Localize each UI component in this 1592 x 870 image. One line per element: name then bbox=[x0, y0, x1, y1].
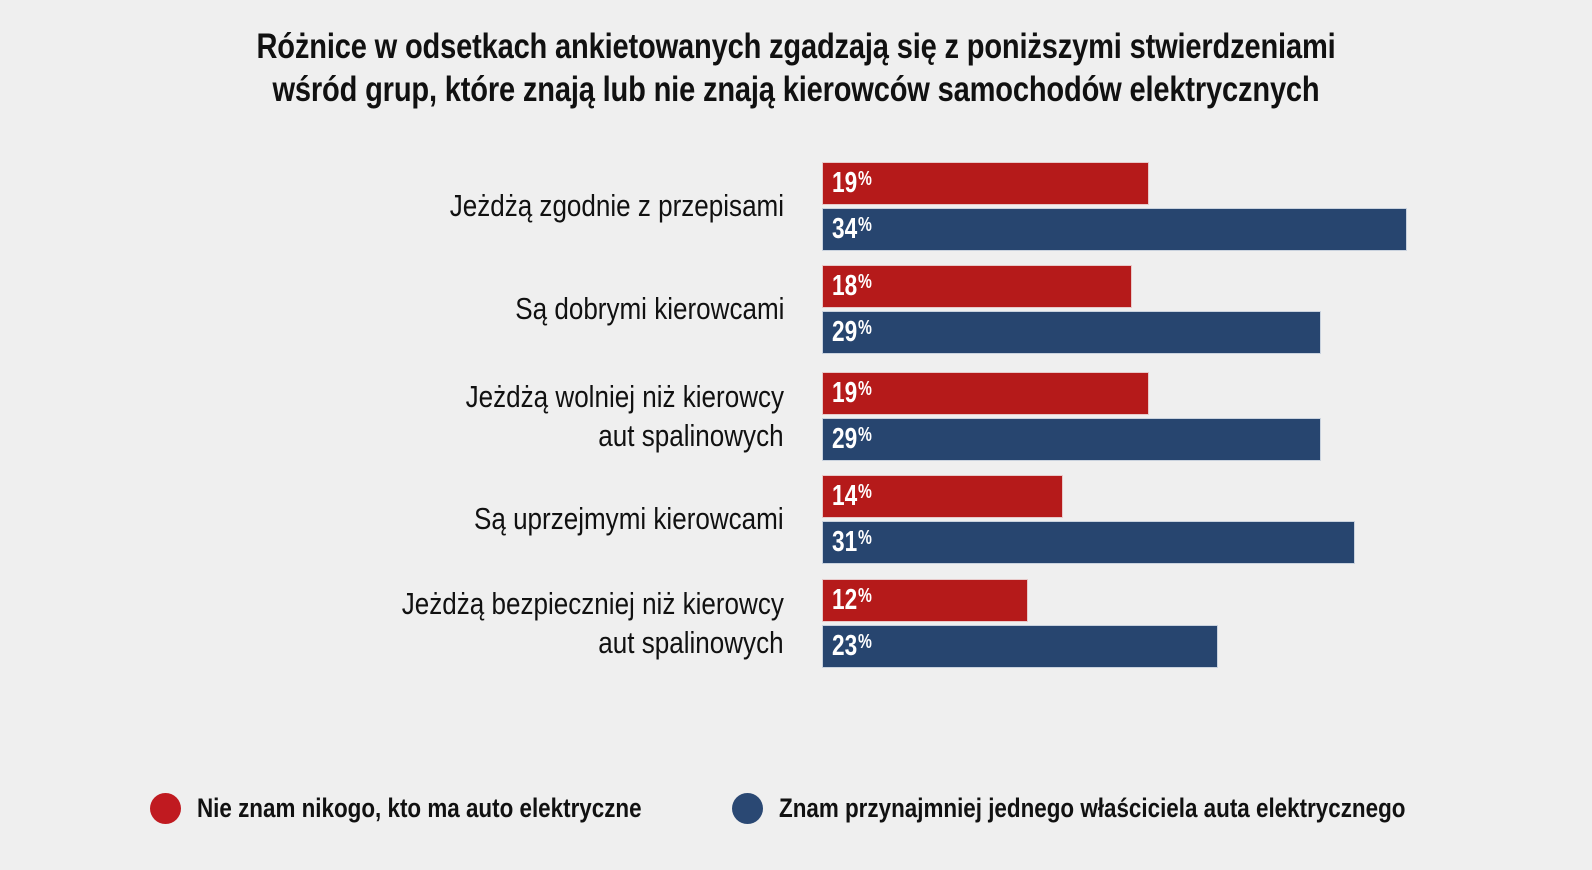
bar-group: Jeżdżą wolniej niż kierowcy aut spalinow… bbox=[0, 370, 1592, 462]
bar-blue[interactable]: 29% bbox=[822, 418, 1321, 461]
page-title-line-2: wśród grup, które znają lub nie znają ki… bbox=[272, 69, 1320, 109]
page-title-line-1: Różnice w odsetkach ankietowanych zgadza… bbox=[256, 27, 1336, 66]
category-label-line-1: Są dobrymi kierowcami bbox=[514, 291, 784, 327]
bar-red[interactable]: 18% bbox=[822, 265, 1132, 308]
category-label: Jeżdżą zgodnie z przepisami bbox=[0, 160, 786, 252]
category-label-line-1: Jeżdżą wolniej niż kierowcy bbox=[465, 378, 784, 414]
bar-blue[interactable]: 23% bbox=[822, 625, 1218, 668]
bar-value-blue: 31% bbox=[832, 526, 872, 558]
category-label: Jeżdżą wolniej niż kierowcy aut spalinow… bbox=[0, 370, 786, 462]
legend-swatch-blue-icon bbox=[732, 792, 763, 824]
category-label: Jeżdżą bezpieczniej niż kierowcy aut spa… bbox=[0, 577, 786, 669]
bar-value-blue: 29% bbox=[832, 316, 872, 348]
bar-value-red: 12% bbox=[832, 584, 872, 616]
bar-blue[interactable]: 29% bbox=[822, 311, 1321, 354]
bar-value-red: 18% bbox=[832, 270, 872, 302]
bar-value-blue: 34% bbox=[832, 213, 872, 245]
page-title: Różnice w odsetkach ankietowanych zgadza… bbox=[135, 26, 1456, 111]
chart-plot-area: Jeżdżą zgodnie z przepisami 19% 34% Są d… bbox=[0, 145, 1592, 770]
bar-group: Jeżdżą zgodnie z przepisami 19% 34% bbox=[0, 160, 1592, 252]
legend-item-knows-ev-owner[interactable]: Znam przynajmniej jednego właściciela au… bbox=[732, 784, 1534, 832]
category-label: Są dobrymi kierowcami bbox=[0, 263, 786, 355]
category-label-line-2: aut spalinowych bbox=[598, 418, 784, 453]
bar-red[interactable]: 19% bbox=[822, 162, 1149, 205]
category-label-line-2: aut spalinowych bbox=[598, 625, 784, 660]
bar-value-red: 19% bbox=[832, 377, 872, 409]
legend-label: Nie znam nikogo, kto ma auto elektryczne bbox=[197, 792, 642, 823]
bar-value-blue: 23% bbox=[832, 630, 872, 662]
bar-value-red: 14% bbox=[832, 480, 872, 512]
chart-legend: Nie znam nikogo, kto ma auto elektryczne… bbox=[0, 784, 1592, 832]
bar-group: Są uprzejmymi kierowcami 14% 31% bbox=[0, 473, 1592, 565]
bar-red[interactable]: 12% bbox=[822, 579, 1029, 622]
category-label-line-1: Są uprzejmymi kierowcami bbox=[474, 501, 784, 537]
bar-value-red: 19% bbox=[832, 167, 872, 199]
bar-red[interactable]: 19% bbox=[822, 372, 1149, 415]
bar-value-blue: 29% bbox=[832, 423, 872, 455]
bar-group: Jeżdżą bezpieczniej niż kierowcy aut spa… bbox=[0, 577, 1592, 669]
bar-group: Są dobrymi kierowcami 18% 29% bbox=[0, 263, 1592, 355]
category-label-line-1: Jeżdżą zgodnie z przepisami bbox=[449, 188, 784, 224]
legend-swatch-red-icon bbox=[150, 792, 181, 824]
category-label: Są uprzejmymi kierowcami bbox=[0, 473, 786, 565]
bar-blue[interactable]: 31% bbox=[822, 521, 1356, 564]
category-label-line-1: Jeżdżą bezpieczniej niż kierowcy bbox=[401, 585, 784, 621]
bar-red[interactable]: 14% bbox=[822, 475, 1063, 518]
legend-label: Znam przynajmniej jednego właściciela au… bbox=[779, 792, 1406, 823]
bar-blue[interactable]: 34% bbox=[822, 208, 1407, 251]
legend-item-no-ev-owner[interactable]: Nie znam nikogo, kto ma auto elektryczne bbox=[150, 784, 733, 832]
